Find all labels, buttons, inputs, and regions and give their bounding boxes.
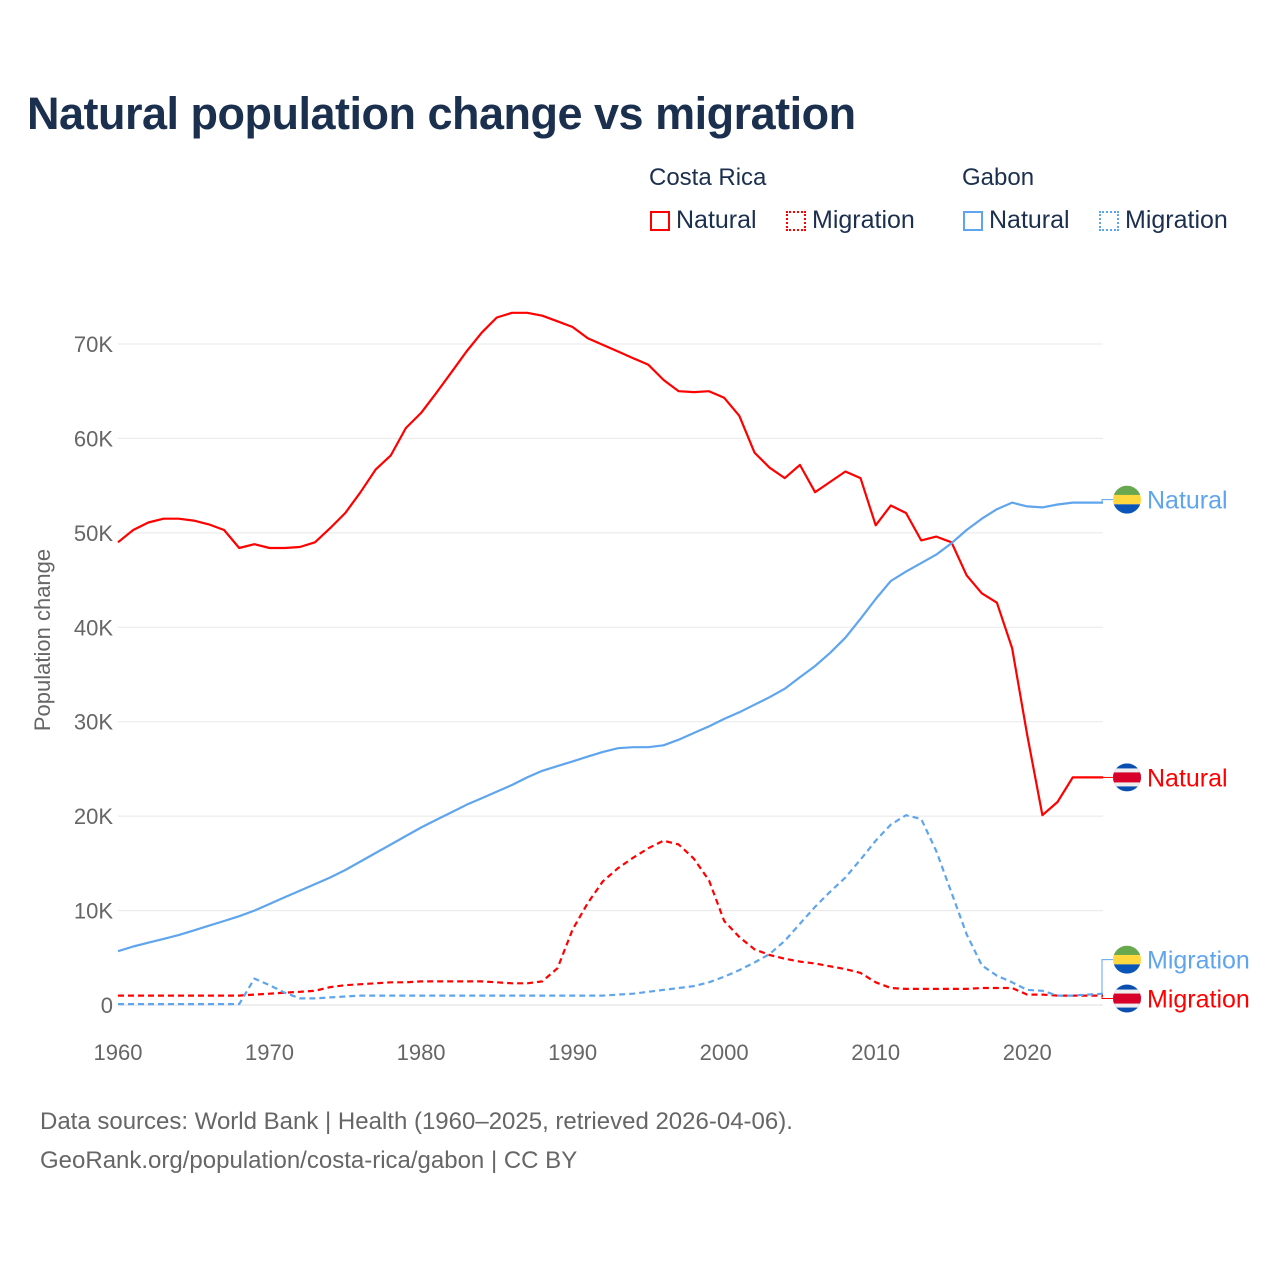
- y-tick-label: 10K: [74, 899, 113, 924]
- flag-clip: [1113, 763, 1141, 792]
- end-label-text: Natural: [1147, 487, 1228, 515]
- legend-gabon-natural[interactable]: Natural: [963, 206, 1070, 235]
- flag-stripe: [1113, 945, 1141, 956]
- y-tick-label: 20K: [74, 804, 113, 829]
- legend-group-gabon: Gabon: [962, 164, 1035, 191]
- x-tick-label: 2010: [851, 1040, 900, 1065]
- flag-stripe: [1113, 993, 1141, 1004]
- costa-rica-flag-icon: [1113, 984, 1141, 1013]
- legend-gabon-migration[interactable]: Migration: [1099, 206, 1228, 235]
- legend-label: Migration: [812, 206, 915, 234]
- chart-title: Natural population change vs migration: [27, 88, 856, 139]
- legend-swatch-dotted-red: [786, 210, 806, 231]
- x-tick-label: 1970: [245, 1040, 294, 1065]
- end-label-text: Migration: [1147, 986, 1250, 1014]
- y-tick-label: 60K: [74, 426, 113, 451]
- end-label-gabon-migration: Migration: [1101, 945, 1250, 995]
- y-tick-label: 50K: [74, 521, 113, 546]
- legend-group-costa-rica: Costa Rica: [649, 164, 767, 191]
- flag-stripe: [1113, 485, 1141, 496]
- connector-line: [1101, 995, 1113, 1000]
- legend-costa-rica-natural[interactable]: Natural: [650, 206, 757, 235]
- legend-swatch-solid-red: [650, 210, 670, 231]
- x-tick-label: 1980: [397, 1040, 446, 1065]
- legend-swatch-solid-blue: [963, 210, 983, 231]
- flag-stripe: [1113, 772, 1141, 783]
- flag-stripe: [1113, 964, 1141, 974]
- flag-clip: [1113, 945, 1141, 974]
- legend-swatch-dotted-blue: [1099, 210, 1119, 231]
- x-tick-label: 2000: [700, 1040, 749, 1065]
- legend-costa-rica-migration[interactable]: Migration: [786, 206, 915, 235]
- end-label-gabon-natural: Natural: [1101, 485, 1228, 515]
- gabon-flag-icon: [1113, 945, 1141, 974]
- series-line-costa-rica-natural: [117, 311, 1103, 817]
- flag-clip: [1113, 485, 1141, 514]
- x-tick-label: 2020: [1003, 1040, 1052, 1065]
- gabon-flag-icon: [1113, 485, 1141, 514]
- flag-stripe: [1113, 494, 1141, 505]
- y-tick-label: 0: [101, 993, 113, 1018]
- legend-label: Migration: [1125, 206, 1228, 234]
- footer-sources: Data sources: World Bank | Health (1960–…: [40, 1108, 793, 1135]
- x-tick-label: 1960: [94, 1040, 143, 1065]
- series-line-gabon-natural: [117, 501, 1103, 953]
- y-tick-label: 30K: [74, 710, 113, 735]
- connector-line: [1101, 499, 1113, 504]
- flag-stripe: [1113, 954, 1141, 965]
- y-axis-label: Population change: [30, 549, 55, 731]
- end-label-text: Natural: [1147, 764, 1228, 792]
- y-tick-label: 40K: [74, 615, 113, 640]
- end-label-costa-rica-migration: Migration: [1101, 984, 1250, 1014]
- legend-label: Natural: [989, 206, 1070, 234]
- flag-stripe: [1113, 504, 1141, 514]
- series-line-costa-rica-migration: [118, 839, 1103, 997]
- y-tick-label: 70K: [74, 332, 113, 357]
- series-line-gabon-migration: [118, 814, 1104, 1006]
- legend-label: Natural: [676, 206, 757, 234]
- connector-line: [1101, 959, 1113, 995]
- costa-rica-flag-icon: [1113, 763, 1141, 792]
- footer-attribution: GeoRank.org/population/costa-rica/gabon …: [40, 1147, 578, 1174]
- x-tick-label: 1990: [548, 1040, 597, 1065]
- end-label-costa-rica-natural: Natural: [1103, 763, 1228, 792]
- end-label-text: Migration: [1147, 947, 1250, 975]
- flag-clip: [1113, 984, 1141, 1013]
